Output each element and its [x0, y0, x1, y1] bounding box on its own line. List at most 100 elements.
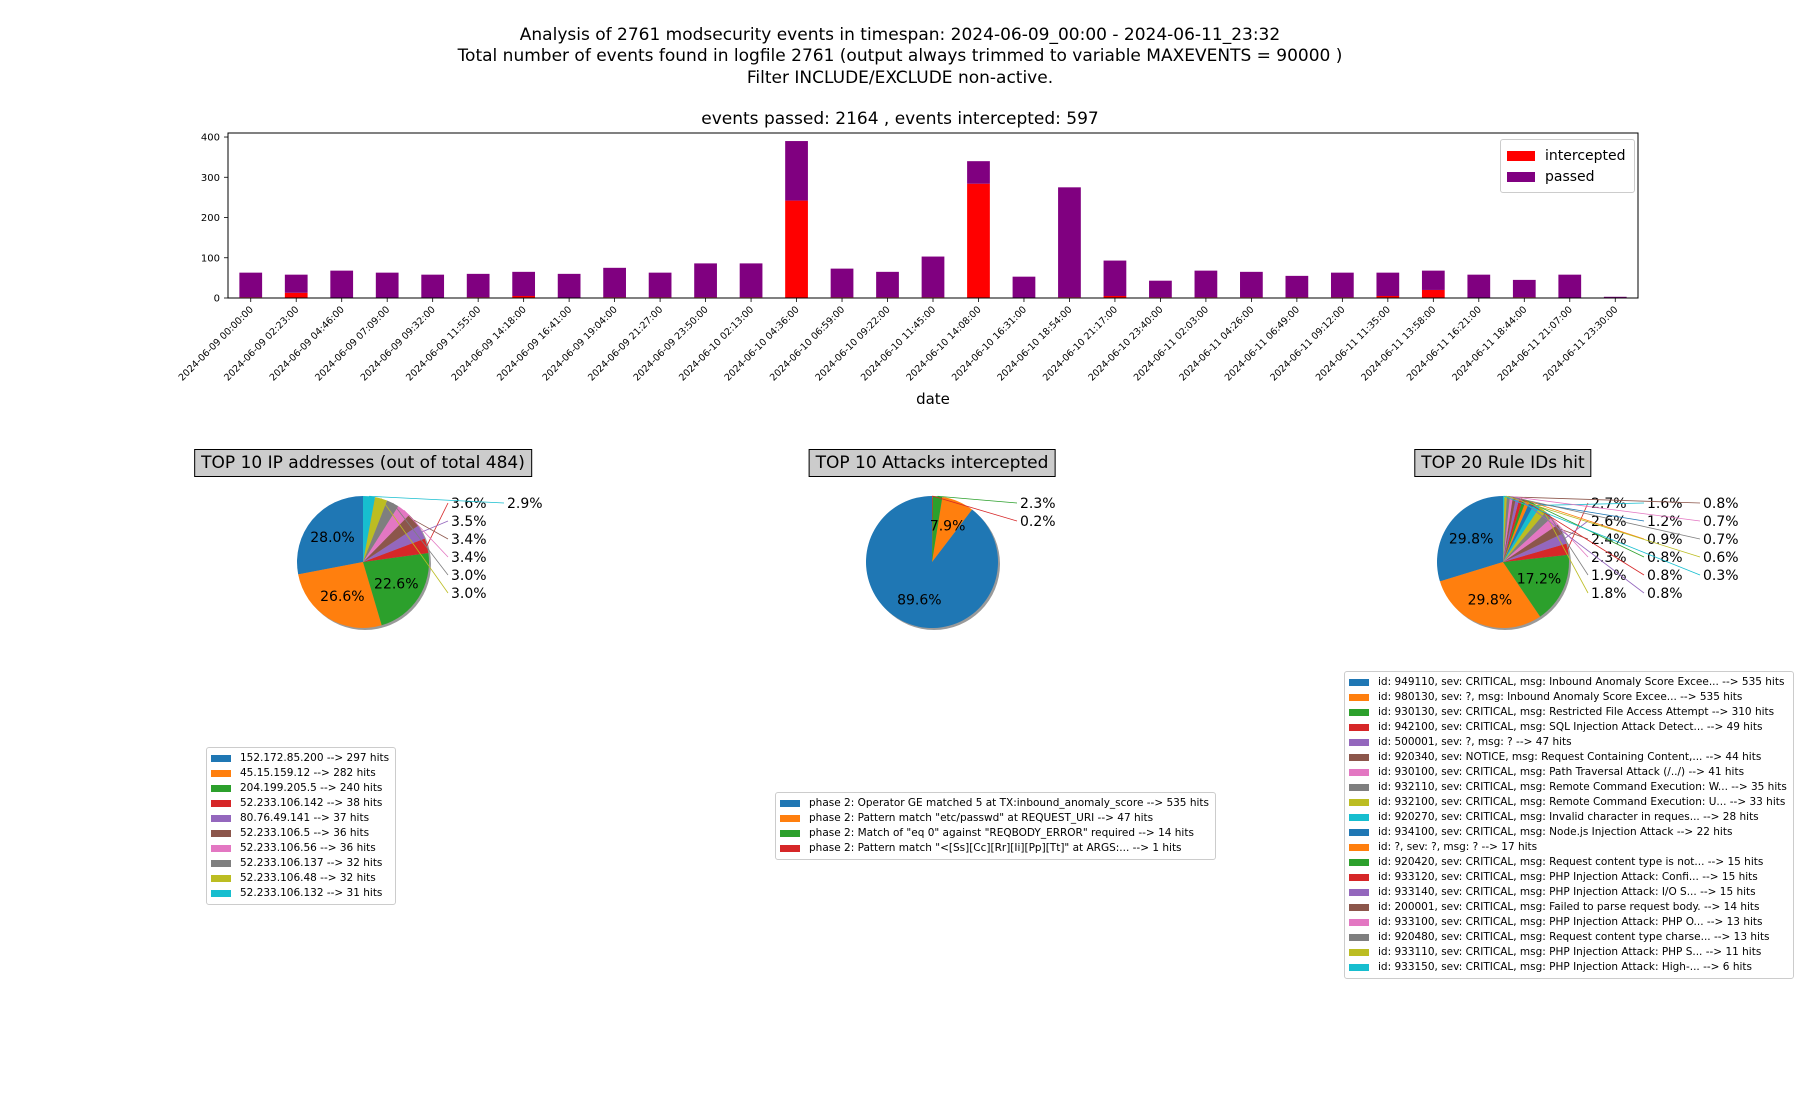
x-tick-label: 2024-06-11 13:58:00 — [1359, 304, 1438, 383]
legend-swatch — [1349, 769, 1369, 776]
bar-passed — [375, 272, 399, 298]
legend-swatch — [1349, 694, 1369, 701]
pie-slice — [363, 500, 399, 562]
legend-swatch — [780, 815, 800, 822]
x-tick-label: 2024-06-10 21:17:00 — [1041, 304, 1120, 383]
legend-swatch — [1349, 679, 1369, 686]
pie-pct-label: 2.9% — [507, 496, 543, 512]
legend-label: phase 2: Pattern match "etc/passwd" at R… — [809, 812, 1154, 824]
legend-swatch — [1349, 709, 1369, 716]
legend-label: 52.233.106.142 --> 38 hits — [240, 797, 383, 809]
pie-label-leader — [1503, 495, 1701, 576]
pie-slice — [1503, 496, 1510, 562]
pie-pct-label: 1.2% — [1647, 514, 1683, 530]
pie-label-leader — [1517, 497, 1645, 594]
x-tick-label: 2024-06-09 00:00:00 — [177, 304, 256, 383]
legend-item-intercepted: intercepted — [1507, 145, 1626, 166]
pie-slice — [298, 562, 382, 628]
legend-label: id: 933110, sev: CRITICAL, msg: PHP Inje… — [1378, 946, 1762, 958]
x-tick-label: 2024-06-11 21:07:00 — [1496, 304, 1575, 383]
bar-passed — [466, 273, 490, 298]
bar-passed — [603, 267, 626, 298]
bar-chart-title: events passed: 2164 , events intercepted… — [701, 109, 1099, 129]
pie-label-leader — [1548, 514, 1589, 576]
x-tick-label: 2024-06-10 18:54:00 — [995, 304, 1074, 383]
report-title-line-3: Filter INCLUDE/EXCLUDE non-active. — [746, 68, 1054, 88]
pie-slice — [1503, 496, 1513, 562]
x-tick-label: 2024-06-09 09:32:00 — [359, 304, 438, 383]
pie-pct-label: 28.0% — [310, 530, 354, 546]
pie-slice — [1503, 496, 1517, 562]
legend-item: id: 933120, sev: CRITICAL, msg: PHP Inje… — [1349, 870, 1787, 885]
pie-pct-label: 26.6% — [320, 589, 364, 605]
x-tick-label: 2024-06-11 11:35:00 — [1314, 304, 1393, 383]
legend-item: 152.172.85.200 --> 297 hits — [211, 751, 389, 766]
legend-label: id: ?, sev: ?, msg: ? --> 17 hits — [1378, 841, 1538, 853]
bar-intercepted — [785, 200, 808, 298]
legend-swatch — [211, 785, 231, 792]
pie-pct-label: 1.6% — [1647, 496, 1683, 512]
legend-swatch — [211, 815, 231, 822]
legend-label: id: 920420, sev: CRITICAL, msg: Request … — [1378, 856, 1764, 868]
legend-swatch — [1349, 829, 1369, 836]
legend-item: id: 200001, sev: CRITICAL, msg: Failed t… — [1349, 900, 1787, 915]
x-tick-label: 2024-06-11 16:21:00 — [1405, 304, 1484, 383]
x-tick-label: 2024-06-09 11:55:00 — [404, 304, 483, 383]
bar-passed — [284, 274, 308, 293]
legend-item: 52.233.106.132 --> 31 hits — [211, 886, 389, 901]
pie-slice — [1503, 524, 1563, 562]
legend-swatch — [1349, 934, 1369, 941]
pie-pct-label: 7.9% — [930, 519, 966, 535]
report-title-line-2: Total number of events found in logfile … — [457, 46, 1343, 66]
pie-label-leader — [403, 509, 449, 558]
legend-label: id: 949110, sev: CRITICAL, msg: Inbound … — [1378, 676, 1785, 688]
legend-label: id: 933140, sev: CRITICAL, msg: PHP Inje… — [1378, 886, 1756, 898]
pie-slice — [1503, 497, 1520, 562]
legend-item: id: 920340, sev: NOTICE, msg: Request Co… — [1349, 750, 1787, 765]
pie-pct-label: 17.2% — [1517, 572, 1561, 588]
pie-slice — [1503, 507, 1546, 562]
pie-slice — [1503, 498, 1523, 562]
pie-slice — [1503, 501, 1535, 562]
pie-slice — [1503, 543, 1569, 562]
report-title-line-1: Analysis of 2761 modsecurity events in t… — [519, 25, 1281, 45]
legend-item: id: 980130, sev: ?, msg: Inbound Anomaly… — [1349, 690, 1787, 705]
legend-label: 52.233.106.5 --> 36 hits — [240, 827, 370, 839]
bar-passed — [239, 272, 263, 298]
legend-item: id: 934100, sev: CRITICAL, msg: Node.js … — [1349, 825, 1787, 840]
bar-chart-legend: intercepted passed — [1500, 139, 1635, 193]
x-tick-label: 2024-06-09 21:27:00 — [586, 304, 665, 383]
bar-passed — [512, 271, 536, 296]
bar-passed — [1012, 276, 1036, 298]
pie-slice — [363, 538, 429, 562]
pie-label-leader — [1505, 495, 1701, 558]
x-tick-label: 2024-06-09 23:50:00 — [632, 304, 711, 383]
bar-passed — [1285, 275, 1309, 298]
y-tick-label: 400 — [201, 133, 220, 144]
legend-item: phase 2: Pattern match "<[Ss][Cc][Rr][Ii… — [780, 841, 1209, 856]
legend-swatch — [1349, 844, 1369, 851]
legend-label: id: 920340, sev: NOTICE, msg: Request Co… — [1378, 751, 1762, 763]
legend-swatch — [211, 800, 231, 807]
x-tick-label: 2024-06-11 02:03:00 — [1132, 304, 1211, 383]
legend-swatch — [211, 860, 231, 867]
bar-passed — [330, 270, 354, 298]
legend-swatch — [211, 875, 231, 882]
legend-label: 52.233.106.56 --> 36 hits — [240, 842, 376, 854]
pie-slice — [363, 506, 410, 562]
legend-item: 52.233.106.56 --> 36 hits — [211, 841, 389, 856]
bar-passed — [739, 263, 763, 298]
legend-label: id: 933100, sev: CRITICAL, msg: PHP Inje… — [1378, 916, 1763, 928]
pie-pct-label: 29.8% — [1468, 592, 1512, 608]
x-tick-label: 2024-06-10 02:13:00 — [677, 304, 756, 383]
x-tick-label: 2024-06-11 09:12:00 — [1268, 304, 1347, 383]
bar-passed — [967, 161, 990, 184]
legend-swatch — [211, 890, 231, 897]
pie-pct-label: 3.4% — [451, 550, 487, 566]
legend-item: 52.233.106.48 --> 32 hits — [211, 871, 389, 886]
bar-passed — [1240, 271, 1263, 298]
x-tick-label: 2024-06-10 04:36:00 — [723, 304, 802, 383]
legend-item: id: 933100, sev: CRITICAL, msg: PHP Inje… — [1349, 915, 1787, 930]
pie-title-attacks: TOP 10 Attacks intercepted — [808, 449, 1056, 477]
